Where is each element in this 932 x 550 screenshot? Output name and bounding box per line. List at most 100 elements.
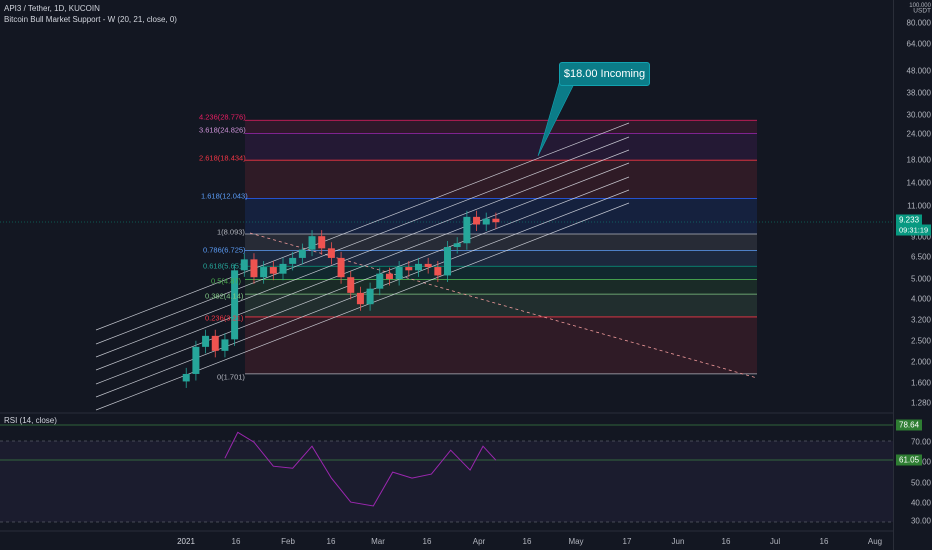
candle-body — [211, 335, 219, 351]
rsi-upper-tag: 78.64 — [896, 419, 923, 431]
candle-body — [482, 218, 490, 225]
fib-label-0618: 0.618(5.651) — [203, 261, 246, 271]
fib-zone — [245, 266, 757, 280]
candle-body — [250, 259, 258, 278]
price-tick: 48.000 — [906, 66, 931, 76]
candle-body — [337, 257, 345, 278]
price-tick: 6.500 — [910, 252, 931, 262]
chart-symbol-title: API3 / Tether, 1D, KUCOIN — [4, 4, 100, 13]
price-tick: 14.000 — [906, 178, 931, 188]
price-tick: 100.000 — [909, 3, 931, 9]
fib-label-1: 1(8.093) — [217, 227, 245, 237]
fib-zone — [245, 316, 757, 374]
price-tick: 2.500 — [910, 336, 931, 346]
candle-body — [318, 236, 326, 249]
time-tick: 16 — [422, 537, 432, 546]
price-tick: 11.000 — [907, 201, 931, 211]
channel-line — [95, 122, 630, 331]
candle-body — [298, 249, 306, 258]
fib-label-0: 0(1.701) — [217, 372, 245, 382]
candle-body — [327, 248, 335, 258]
price-tick: 1.280 — [910, 398, 931, 408]
candle-body — [260, 267, 268, 278]
candle-body — [492, 218, 500, 223]
price-axis[interactable]: 100.000 USDT 80.000 64.000 48.000 38.000… — [893, 0, 932, 550]
price-tick: 80.000 — [906, 18, 931, 28]
rsi-current-tag: 61.05 — [896, 454, 923, 466]
time-tick: 16 — [326, 537, 336, 546]
candle-body — [192, 346, 200, 374]
price-tick: 2.000 — [910, 357, 931, 367]
candle-body — [182, 373, 190, 382]
time-tick: Jun — [671, 537, 685, 546]
candle-body — [231, 270, 239, 340]
pitchfork-channel — [95, 122, 630, 411]
candle-body — [395, 267, 403, 280]
fib-zone — [245, 198, 757, 235]
candle-countdown: 09:31:19 — [896, 224, 932, 236]
candle-body — [463, 216, 471, 244]
price-tick: 1.600 — [910, 378, 931, 388]
time-tick: Mar — [371, 537, 385, 546]
rsi-tick: 30.00 — [910, 516, 931, 526]
candle-body — [221, 339, 229, 351]
target-callout[interactable]: $18.00 Incoming — [559, 62, 650, 86]
rsi-legend[interactable]: RSI (14, close) — [4, 416, 57, 425]
main-chart[interactable] — [0, 0, 893, 550]
time-tick: 2021 — [177, 537, 195, 546]
candle-body — [308, 236, 316, 250]
candle-body — [473, 216, 481, 225]
fib-zone — [245, 160, 757, 199]
time-tick: May — [568, 537, 584, 546]
candle-body — [405, 267, 413, 271]
price-tick: 3.200 — [910, 315, 931, 325]
candle-body — [366, 288, 374, 305]
price-tick: 64.000 — [906, 39, 931, 49]
time-tick: 16 — [522, 537, 532, 546]
fib-label-1618: 1.618(12.043) — [201, 191, 248, 201]
rsi-line — [224, 431, 497, 507]
candle-body — [289, 257, 297, 264]
fib-zone — [245, 133, 757, 161]
price-tick: 24.000 — [906, 129, 931, 139]
price-tick: 5.000 — [910, 274, 931, 284]
candle-body — [269, 267, 277, 274]
time-tick: 16 — [819, 537, 829, 546]
candle-body — [434, 267, 442, 276]
rsi-band — [0, 441, 893, 522]
price-tick: 38.000 — [906, 88, 931, 98]
channel-line — [95, 149, 630, 358]
fib-zone — [245, 294, 757, 317]
rsi-tick: 40.00 — [910, 498, 931, 508]
price-tick: 9.000 — [910, 232, 931, 242]
time-tick: Aug — [867, 537, 883, 546]
fib-zone — [245, 234, 757, 251]
candle-body — [356, 292, 364, 305]
candle-body — [279, 263, 287, 274]
price-tick: 18.000 — [906, 155, 931, 165]
candle-body — [376, 273, 384, 289]
fib-zone — [245, 120, 757, 134]
fib-zone — [245, 279, 757, 295]
fib-label-0382: 0.382(4.14) — [205, 291, 244, 301]
candle-body — [240, 259, 248, 271]
candle-body — [444, 247, 452, 276]
candle-body — [385, 273, 393, 280]
channel-line — [95, 136, 630, 345]
time-tick: Feb — [281, 537, 295, 546]
diagonal-trend-line — [249, 232, 758, 379]
candle-body — [453, 243, 461, 248]
indicator-legend[interactable]: Bitcoin Bull Market Support - W (20, 21,… — [4, 15, 177, 24]
price-tick: 30.000 — [906, 110, 931, 120]
fib-label-0786: 0.786(6.725) — [203, 245, 246, 255]
candles — [182, 210, 500, 388]
fib-label-2618: 2.618(18.434) — [199, 153, 246, 163]
rsi-tick: 70.00 — [910, 437, 931, 447]
fib-label-05: 0.5(4.87) — [211, 276, 242, 286]
time-tick: 16 — [721, 537, 731, 546]
time-tick: Jul — [769, 537, 781, 546]
candle-body — [424, 263, 432, 268]
channel-line — [95, 176, 630, 385]
time-tick: 16 — [231, 537, 241, 546]
channel-line — [95, 162, 630, 371]
